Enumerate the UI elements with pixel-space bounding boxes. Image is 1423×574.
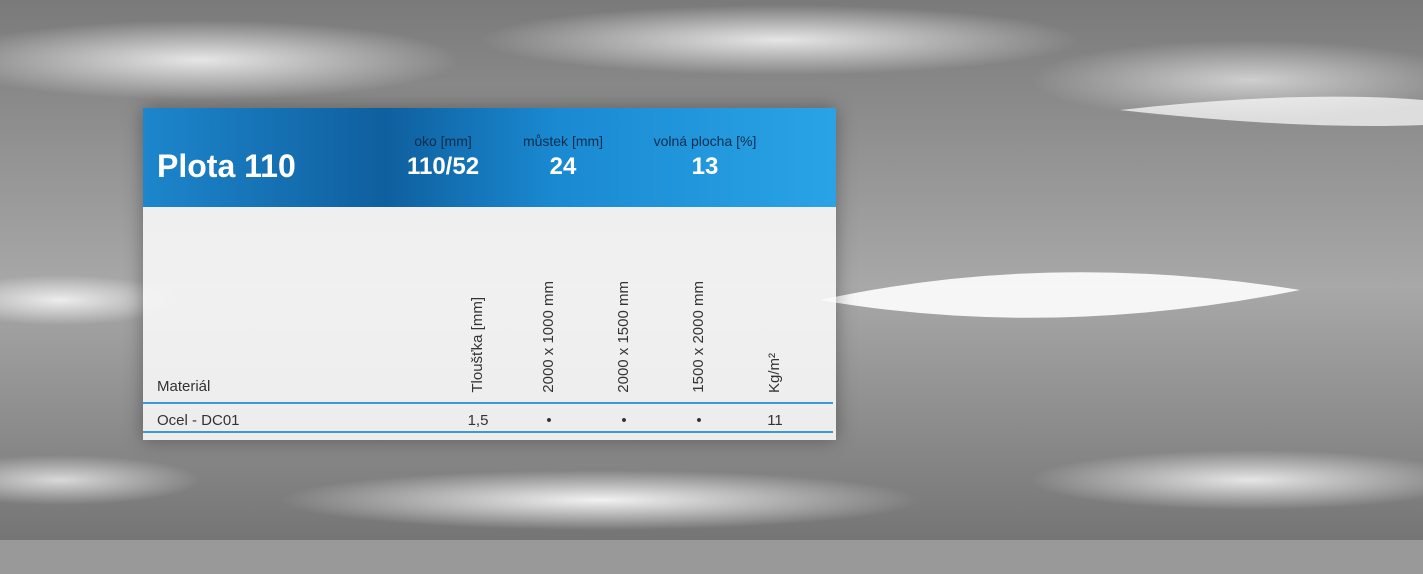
table-cell: Ocel - DC01 [157, 412, 240, 429]
table-cell: 11 [745, 412, 805, 429]
column-header: Materiál [157, 378, 210, 395]
spec-label: můstek [mm] [503, 133, 623, 149]
title: Plota 110 [157, 148, 296, 185]
spec-value: 24 [503, 153, 623, 181]
table-cell: • [594, 412, 654, 429]
spec-value: 13 [640, 153, 770, 181]
rule [143, 402, 833, 404]
spec-label: volná plocha [%] [640, 133, 770, 149]
spec-value: 110/52 [383, 153, 503, 181]
table-cell: • [669, 412, 729, 429]
table-cell: 1,5 [448, 412, 508, 429]
spec: můstek [mm] 24 [503, 133, 623, 181]
page: Plota 110 oko [mm] 110/52můstek [mm] 24 vol… [0, 0, 1423, 574]
column-header: 2000 x 1500 mm [615, 281, 632, 393]
rule [143, 431, 833, 433]
column-header: 1500 x 2000 mm [690, 281, 707, 393]
column-header: Tloušťka [mm] [469, 297, 486, 393]
spec: oko [mm] 110/52 [383, 133, 503, 181]
spec-label: oko [mm] [383, 133, 503, 149]
column-header: 2000 x 1000 mm [540, 281, 557, 393]
spec: volná plocha [%] 13 [640, 133, 770, 181]
table-cell: • [519, 412, 579, 429]
column-header: Kg/m² [766, 353, 783, 393]
